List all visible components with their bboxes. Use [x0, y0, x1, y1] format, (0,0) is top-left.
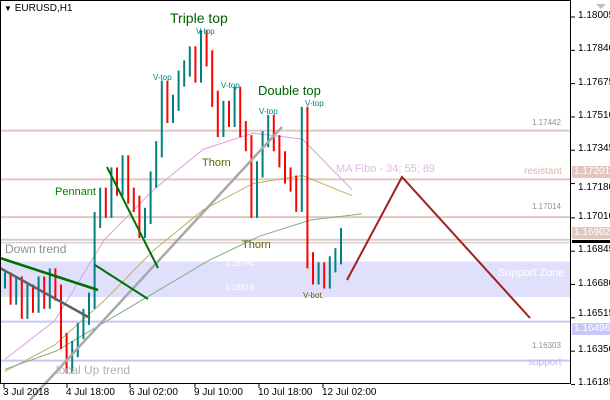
resistant-price-tag: 1.17201	[572, 166, 610, 178]
symbol-label: EURUSD,H1	[14, 3, 73, 14]
moving-average-line	[4, 132, 353, 360]
v-top-label: V-top	[305, 99, 324, 108]
support-label: support	[528, 357, 562, 368]
pennant-upper-line	[106, 166, 159, 269]
zone-bottom-label: 1.16618	[225, 283, 254, 292]
price-tick-label: 1.17180	[578, 181, 610, 193]
v-top-label: V-top	[196, 27, 215, 36]
time-tick-label: 9 Jul 10:00	[194, 387, 243, 398]
pennant-label: Pennant	[55, 186, 96, 198]
chart-frame	[0, 0, 571, 384]
forecast-zigzag	[346, 175, 531, 319]
price-tick-label: 1.16350	[578, 344, 610, 356]
time-tick-label: 10 Jul 18:00	[258, 387, 313, 398]
price-tick-label: 1.17675	[578, 76, 610, 88]
price-tick-label: 1.18005	[578, 10, 610, 21]
level-price-tag: 1.16902	[572, 227, 610, 239]
price-tick-label: 1.16845	[578, 244, 610, 256]
price-tick-label: 1.17510	[578, 109, 610, 121]
v-top-label: V-top	[221, 81, 240, 90]
time-tick-label: 6 Jul 02:00	[129, 387, 178, 398]
thorn-label: Thorn	[242, 239, 271, 251]
local-up-trend-label: local Up trend	[56, 363, 131, 377]
level-label: 1.17014	[532, 202, 561, 211]
double-top-label: Double top	[258, 83, 321, 98]
price-tick-label: 1.17345	[578, 143, 610, 155]
time-tick-label: 3 Jul 2018	[3, 387, 50, 398]
v-top-label: V-top	[153, 73, 172, 82]
price-tick-label: 1.17010	[578, 210, 610, 222]
time-tick-label: 12 Jul 02:00	[322, 387, 377, 398]
level-label: 1.17442	[532, 118, 561, 127]
triple-top-label: Triple top	[170, 10, 228, 26]
price-tick-label: 1.16185	[578, 377, 610, 389]
zone-top-label: 1.16794	[225, 259, 254, 268]
pennant-lower-line	[94, 264, 149, 300]
resistant-label: resistant	[524, 166, 562, 177]
scroll-marker-icon	[596, 4, 606, 9]
v-top-label: V-top	[259, 107, 278, 116]
moving-average-line	[4, 213, 363, 370]
ma-fibo-label: MA Fibo - 34; 55; 89	[336, 163, 436, 175]
time-tick-label: 4 Jul 18:00	[66, 387, 115, 398]
level-label: 1.16303	[532, 341, 561, 350]
down-trendline-lower	[0, 266, 91, 320]
moving-average-line	[4, 174, 353, 372]
thorn-label: Thorn	[202, 157, 231, 169]
support-zone-label: Support Zone	[498, 267, 565, 279]
down-trendline	[0, 256, 99, 292]
dropdown-triangle-icon: ▼	[4, 4, 12, 13]
v-bot-label: V-bot.	[303, 291, 324, 300]
price-tick-label: 1.16515	[578, 307, 610, 319]
down-trend-label: Down trend	[5, 242, 67, 256]
support-price-tag: 1.16496	[572, 323, 610, 335]
price-tick-label: 1.16680	[578, 277, 610, 289]
price-tick-label: 1.17840	[578, 43, 610, 55]
symbol-menu[interactable]: ▼ EURUSD,H1	[4, 4, 73, 14]
current-price-tag	[572, 240, 610, 243]
